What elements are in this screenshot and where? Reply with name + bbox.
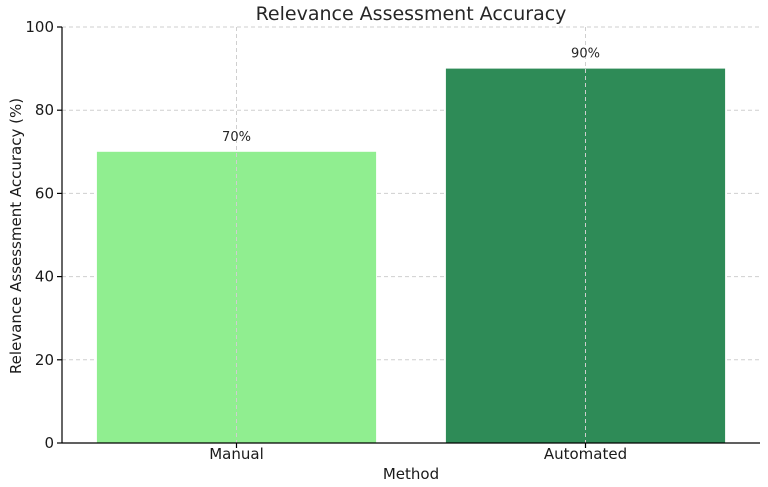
y-tick-label: 40	[35, 268, 54, 286]
chart-title: Relevance Assessment Accuracy	[256, 3, 567, 25]
y-tick-label: 60	[35, 184, 54, 202]
x-tick-label: Automated	[544, 445, 627, 463]
y-tick-label: 80	[35, 101, 54, 119]
bar-value-label: 90%	[571, 47, 600, 62]
data-labels: 70% 90%	[222, 47, 600, 145]
x-axis-label: Method	[383, 465, 439, 483]
y-tick-label: 100	[25, 18, 54, 36]
bar-value-label: 70%	[222, 130, 251, 145]
y-tick-label: 20	[35, 351, 54, 369]
vertical-gridlines	[236, 27, 586, 443]
x-tick-label: Manual	[209, 445, 264, 463]
bars	[96, 68, 726, 444]
y-tick-label: 0	[44, 434, 54, 452]
ticks: 0 20 40 60 80 100 Manual Automated	[25, 18, 627, 463]
y-axis-label: Relevance Assessment Accuracy (%)	[7, 98, 25, 374]
axes	[61, 27, 760, 444]
